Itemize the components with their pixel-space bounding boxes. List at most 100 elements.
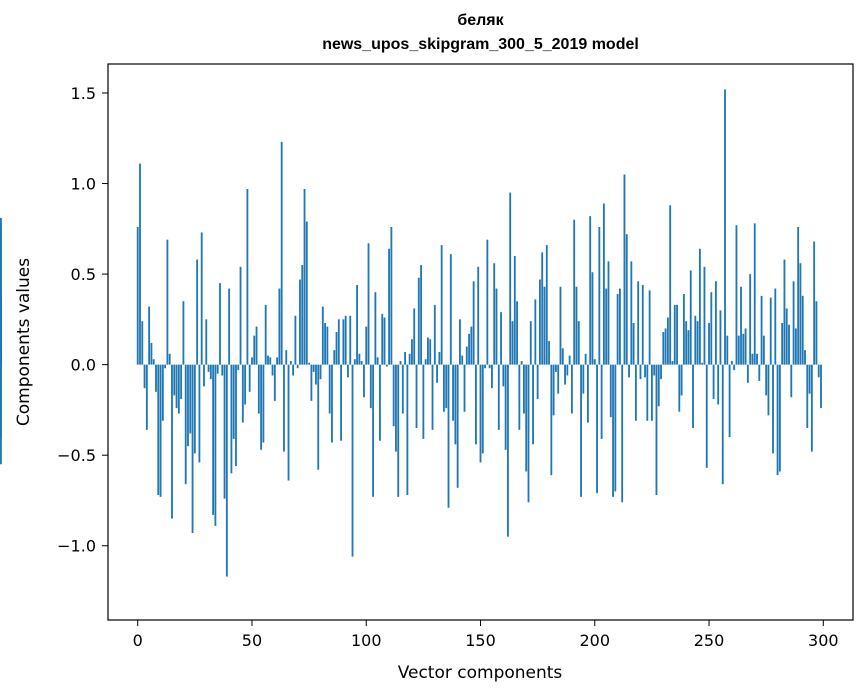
- bar: [497, 364, 500, 430]
- y-tick-label: 1.0: [71, 175, 96, 194]
- bar: [310, 364, 313, 401]
- bar: [660, 364, 662, 380]
- bar: [573, 219, 576, 365]
- bar: [596, 364, 598, 494]
- bar: [136, 227, 139, 365]
- bar: [698, 248, 701, 365]
- bar: [299, 279, 301, 365]
- bar: [714, 281, 717, 365]
- bar: [621, 364, 624, 503]
- bar: [616, 294, 619, 365]
- bar: [406, 364, 409, 496]
- y-tick-label: −0.5: [57, 446, 96, 465]
- bar: [792, 281, 795, 365]
- bar: [774, 288, 777, 365]
- bar: [571, 364, 573, 414]
- bar: [685, 321, 688, 365]
- bar: [602, 203, 605, 365]
- bar: [669, 205, 672, 365]
- bar: [241, 364, 244, 423]
- bar: [376, 357, 379, 365]
- x-tick-label: 250: [694, 631, 725, 650]
- bar: [168, 353, 171, 365]
- bar: [449, 254, 452, 365]
- bar: [209, 364, 212, 380]
- bar: [385, 364, 388, 367]
- bar: [305, 221, 308, 365]
- bar: [500, 312, 502, 365]
- bar: [552, 364, 555, 416]
- bar: [776, 364, 779, 476]
- bar: [634, 364, 637, 421]
- bar: [676, 304, 678, 365]
- bar: [342, 319, 345, 365]
- bar: [214, 364, 217, 526]
- bar: [799, 263, 802, 365]
- y-tick-label: 1.5: [71, 84, 96, 103]
- bar: [223, 364, 226, 499]
- bar: [189, 364, 192, 434]
- bar: [347, 364, 349, 378]
- y-tick-label: 0.0: [71, 356, 96, 375]
- bar: [673, 304, 676, 365]
- y-tick-label: −1.0: [57, 537, 96, 556]
- bar: [351, 364, 354, 557]
- bar: [280, 141, 283, 365]
- bar: [276, 357, 279, 365]
- bar: [632, 322, 635, 365]
- bar: [452, 364, 454, 421]
- bar: [422, 364, 425, 439]
- bar: [577, 321, 580, 365]
- bar: [411, 339, 413, 365]
- bar: [516, 301, 518, 365]
- bar: [454, 364, 457, 445]
- bar: [271, 364, 274, 376]
- bar: [712, 364, 715, 400]
- bar: [246, 188, 249, 365]
- bar: [237, 364, 240, 371]
- bar: [431, 364, 434, 430]
- bar: [561, 348, 564, 365]
- bar: [463, 364, 466, 412]
- bar: [196, 259, 199, 365]
- bar: [641, 284, 644, 365]
- bar: [630, 261, 633, 365]
- bar: [443, 364, 445, 412]
- bar: [379, 364, 381, 441]
- bar: [486, 239, 489, 365]
- bar: [785, 308, 788, 365]
- bar: [657, 364, 660, 407]
- bar: [481, 364, 484, 454]
- bar: [321, 306, 324, 365]
- bar: [721, 364, 724, 485]
- bar: [744, 328, 747, 365]
- bar: [724, 89, 726, 365]
- bar: [331, 364, 333, 443]
- bar: [413, 308, 416, 365]
- x-tick-label: 200: [579, 631, 610, 650]
- bar: [625, 234, 628, 365]
- bar: [232, 364, 235, 439]
- bar: [335, 332, 338, 365]
- bar: [753, 223, 756, 365]
- bar: [353, 359, 356, 365]
- bar: [491, 364, 493, 389]
- bar: [363, 364, 365, 398]
- bar: [806, 364, 809, 429]
- bar: [605, 288, 608, 365]
- bar: [397, 364, 400, 497]
- bar: [737, 335, 740, 365]
- bar: [372, 364, 375, 497]
- bar: [173, 364, 176, 396]
- bar: [143, 364, 146, 389]
- bar: [539, 279, 541, 365]
- bar: [705, 364, 708, 468]
- bar: [607, 261, 610, 365]
- bar: [511, 321, 514, 365]
- bar: [155, 364, 157, 392]
- y-axis-ticks: −1.0 −0.5 0.0 0.5 1.0 1.5: [57, 84, 108, 556]
- bar: [369, 364, 372, 409]
- bar: [340, 364, 343, 441]
- bar: [813, 241, 816, 365]
